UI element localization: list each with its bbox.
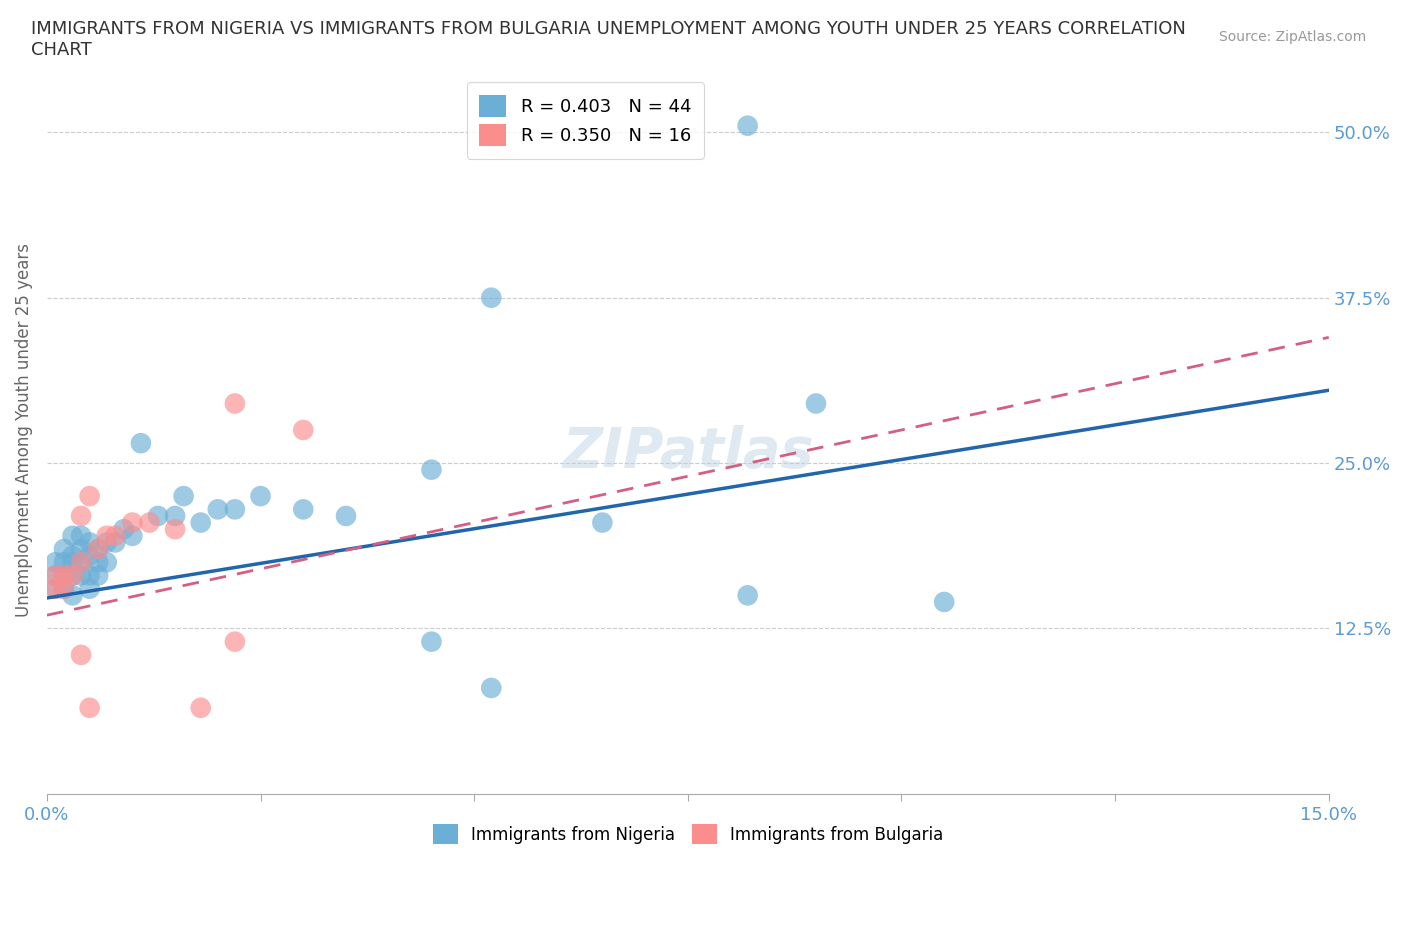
Point [224, 634, 246, 649]
Point [249, 488, 271, 503]
Point [62, 568, 84, 583]
Point [70, 541, 93, 556]
Point [165, 509, 187, 524]
Point [420, 462, 443, 477]
Text: ZIPatlas: ZIPatlas [562, 425, 814, 479]
Point [44, 568, 66, 583]
Point [62, 548, 84, 563]
Point [53, 568, 76, 583]
Point [53, 581, 76, 596]
Point [44, 568, 66, 583]
Point [44, 581, 66, 596]
Point [292, 422, 315, 437]
Point [121, 515, 143, 530]
Point [87, 541, 110, 556]
Point [79, 548, 101, 563]
Point [44, 581, 66, 596]
Point [62, 528, 84, 543]
Point [62, 568, 84, 583]
Point [87, 555, 110, 570]
Text: CHART: CHART [31, 41, 91, 59]
Point [737, 118, 759, 133]
Y-axis label: Unemployment Among Youth under 25 years: Unemployment Among Youth under 25 years [15, 243, 32, 617]
Point [112, 522, 135, 537]
Point [70, 555, 93, 570]
Point [146, 509, 169, 524]
Point [804, 396, 827, 411]
Point [121, 528, 143, 543]
Point [53, 541, 76, 556]
Point [70, 509, 93, 524]
Point [79, 568, 101, 583]
Text: IMMIGRANTS FROM NIGERIA VS IMMIGRANTS FROM BULGARIA UNEMPLOYMENT AMONG YOUTH UND: IMMIGRANTS FROM NIGERIA VS IMMIGRANTS FR… [31, 20, 1185, 38]
Point [79, 581, 101, 596]
Point [79, 535, 101, 550]
Point [190, 700, 212, 715]
Point [62, 555, 84, 570]
Point [190, 515, 212, 530]
Point [70, 647, 93, 662]
Point [737, 588, 759, 603]
Point [70, 555, 93, 570]
Point [591, 515, 613, 530]
Point [207, 502, 229, 517]
Point [87, 568, 110, 583]
Point [138, 515, 160, 530]
Point [104, 528, 127, 543]
Point [70, 528, 93, 543]
Point [104, 535, 127, 550]
Point [70, 568, 93, 583]
Point [224, 502, 246, 517]
Point [87, 541, 110, 556]
Point [44, 555, 66, 570]
Point [165, 522, 187, 537]
Point [79, 700, 101, 715]
Legend: Immigrants from Nigeria, Immigrants from Bulgaria: Immigrants from Nigeria, Immigrants from… [426, 817, 950, 851]
Point [224, 396, 246, 411]
Point [53, 568, 76, 583]
Point [934, 594, 956, 609]
Point [479, 290, 502, 305]
Point [129, 436, 152, 451]
Point [335, 509, 357, 524]
Point [62, 588, 84, 603]
Point [96, 535, 118, 550]
Point [292, 502, 315, 517]
Point [79, 488, 101, 503]
Point [173, 488, 195, 503]
Point [53, 581, 76, 596]
Point [96, 528, 118, 543]
Point [96, 555, 118, 570]
Point [479, 681, 502, 696]
Text: Source: ZipAtlas.com: Source: ZipAtlas.com [1219, 30, 1367, 44]
Point [420, 634, 443, 649]
Point [53, 555, 76, 570]
